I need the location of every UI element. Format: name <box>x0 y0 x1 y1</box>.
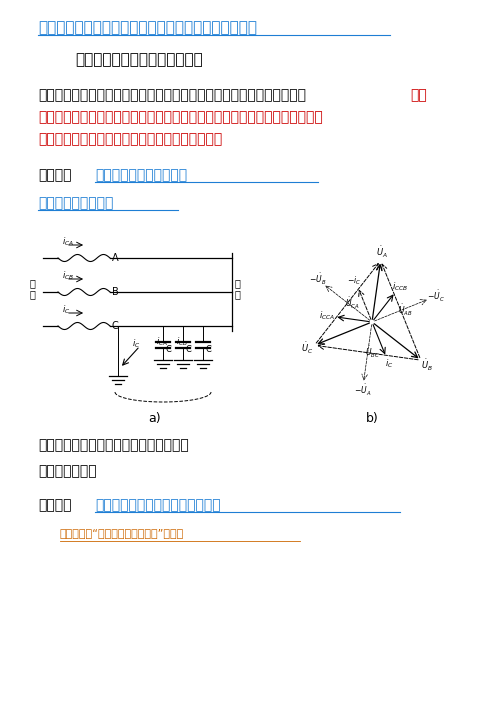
Text: $i_C$: $i_C$ <box>385 357 393 370</box>
Text: 中性点不接地的电力系统: 中性点不接地的电力系统 <box>95 168 187 182</box>
Text: 分析见教材原件: 分析见教材原件 <box>38 464 97 478</box>
Text: $i_{CCB}$: $i_{CCB}$ <box>392 280 408 293</box>
Text: b): b) <box>366 412 378 425</box>
Text: 对消弧线圈“消除系统接地过电压”的异议: 对消弧线圈“消除系统接地过电压”的异议 <box>60 528 184 538</box>
Text: C: C <box>186 345 192 354</box>
Text: 是中性点不接地；一种是中性点经阵抗接地；再一种是中性点直接接地。前两: 是中性点不接地；一种是中性点经阵抗接地；再一种是中性点直接接地。前两 <box>38 110 323 124</box>
Text: 电力系统的中性点运行方式及低压配电系统的接地型式: 电力系统的中性点运行方式及低压配电系统的接地型式 <box>38 20 257 35</box>
Text: （一）、: （一）、 <box>38 168 71 182</box>
Text: $\dot{U}_B$: $\dot{U}_B$ <box>421 357 433 373</box>
Text: 一种: 一种 <box>410 88 427 102</box>
Text: $\dot{U}_A$: $\dot{U}_A$ <box>376 245 388 260</box>
Text: $i_{CB}$: $i_{CB}$ <box>176 335 188 347</box>
Text: 中性点经消弧线圈接地的电力系统: 中性点经消弧线圈接地的电力系统 <box>95 498 221 512</box>
Text: $-\dot{U}_B$: $-\dot{U}_B$ <box>309 272 326 287</box>
Text: $\dot{U}_{AB}$: $\dot{U}_{AB}$ <box>398 303 413 318</box>
Text: $\dot{U}_{BC}$: $\dot{U}_{BC}$ <box>365 345 380 360</box>
Text: 分布电容及相间电容: 分布电容及相间电容 <box>38 196 114 210</box>
Text: $i_{CA}$: $i_{CA}$ <box>62 235 74 248</box>
Text: 负
荷: 负 荷 <box>235 278 241 300</box>
Text: $i_{CA}$: $i_{CA}$ <box>156 335 168 347</box>
Text: $\dot{U}_C$: $\dot{U}_C$ <box>301 340 313 356</box>
Text: A: A <box>112 253 119 263</box>
Text: 一、电力系统的中性点运行方式: 一、电力系统的中性点运行方式 <box>75 52 203 67</box>
Text: $-i_C$: $-i_C$ <box>347 274 361 287</box>
Text: C: C <box>112 321 119 331</box>
Text: $i_{CB}$: $i_{CB}$ <box>62 269 74 282</box>
Text: a): a) <box>148 412 161 425</box>
Text: C: C <box>166 345 172 354</box>
Text: 电
源: 电 源 <box>30 278 36 300</box>
Text: 发生单相接地故障时的中性点不接地系统: 发生单相接地故障时的中性点不接地系统 <box>38 438 189 452</box>
Text: $i_C$: $i_C$ <box>62 303 70 315</box>
Text: $i_C$: $i_C$ <box>132 338 140 350</box>
Text: $\dot{U}_{CA}$: $\dot{U}_{CA}$ <box>345 296 360 310</box>
Text: $i_{CCA}$: $i_{CCA}$ <box>319 310 335 322</box>
Text: $-\dot{U}_A$: $-\dot{U}_A$ <box>354 383 371 398</box>
Text: $-\dot{U}_C$: $-\dot{U}_C$ <box>427 289 445 304</box>
Text: 电力系统中的电源（含发电机和电力变压器）中性点有下三种运行方式：: 电力系统中的电源（含发电机和电力变压器）中性点有下三种运行方式： <box>38 88 306 102</box>
Text: 种一般合称为小电流接地；后一种称为电流接地。: 种一般合称为小电流接地；后一种称为电流接地。 <box>38 132 222 146</box>
Text: （二）、: （二）、 <box>38 498 71 512</box>
Text: C: C <box>206 345 212 354</box>
Text: B: B <box>112 287 119 297</box>
